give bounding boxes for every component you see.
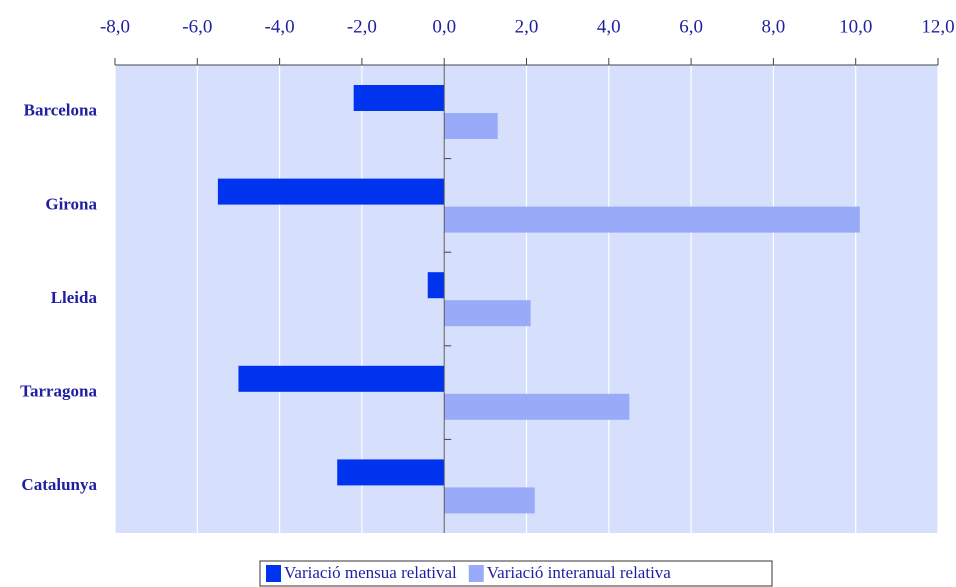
- x-tick-label: -4,0: [265, 16, 295, 37]
- bar: [238, 365, 445, 392]
- x-tick-label: 12,0: [921, 16, 954, 37]
- x-tick-label: 4,0: [597, 16, 621, 37]
- x-tick-label: 10,0: [839, 16, 872, 37]
- bar: [444, 487, 535, 514]
- x-tick-label: 6,0: [679, 16, 703, 37]
- legend-swatch: [266, 565, 281, 582]
- category-label: Girona: [45, 194, 97, 213]
- legend-label: Variació mensua relatival: [284, 563, 457, 582]
- category-label: Tarragona: [20, 382, 97, 401]
- legend-box: [259, 560, 773, 587]
- category-label: Barcelona: [24, 101, 98, 120]
- bar: [217, 178, 445, 205]
- category-label: Lleida: [51, 288, 98, 307]
- bar: [427, 272, 445, 299]
- x-tick-label: 0,0: [432, 16, 456, 37]
- bar: [337, 459, 445, 486]
- x-tick-label: -2,0: [347, 16, 377, 37]
- bar: [444, 206, 860, 233]
- x-tick-label: 8,0: [762, 16, 786, 37]
- x-tick-label: -8,0: [100, 16, 130, 37]
- x-tick-label: -6,0: [182, 16, 212, 37]
- legend-swatch: [468, 565, 484, 582]
- legend: Variació mensua relatival Variació intera…: [259, 560, 773, 587]
- legend-label: Variació interanual relativa: [487, 563, 672, 582]
- bar: [444, 113, 498, 139]
- category-label: Catalunya: [21, 475, 97, 494]
- bar: [444, 393, 630, 420]
- x-tick-label: 2,0: [515, 16, 539, 37]
- bar: [353, 85, 445, 111]
- bar: [444, 300, 531, 327]
